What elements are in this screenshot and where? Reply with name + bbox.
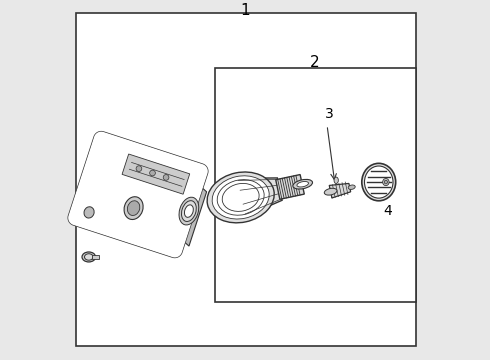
Ellipse shape xyxy=(293,179,313,189)
Bar xyxy=(92,255,99,259)
Polygon shape xyxy=(69,132,207,257)
Ellipse shape xyxy=(362,163,396,201)
Polygon shape xyxy=(329,184,351,198)
Polygon shape xyxy=(77,141,198,248)
Circle shape xyxy=(163,175,169,180)
Text: 1: 1 xyxy=(240,3,250,18)
Text: 4: 4 xyxy=(383,204,392,217)
Ellipse shape xyxy=(384,180,388,184)
Ellipse shape xyxy=(82,252,96,262)
Text: 2: 2 xyxy=(310,55,319,70)
Ellipse shape xyxy=(84,254,93,260)
Ellipse shape xyxy=(184,205,194,217)
Polygon shape xyxy=(276,175,304,199)
Polygon shape xyxy=(73,136,203,253)
Ellipse shape xyxy=(365,166,393,198)
Polygon shape xyxy=(180,184,207,246)
Polygon shape xyxy=(88,223,171,255)
Polygon shape xyxy=(77,141,198,248)
Circle shape xyxy=(136,166,142,171)
Ellipse shape xyxy=(127,201,140,216)
Ellipse shape xyxy=(181,201,196,221)
Ellipse shape xyxy=(297,181,309,187)
Ellipse shape xyxy=(222,184,259,211)
Ellipse shape xyxy=(84,207,94,218)
Ellipse shape xyxy=(348,185,355,189)
Bar xyxy=(215,68,416,302)
Ellipse shape xyxy=(383,179,389,186)
Text: 3: 3 xyxy=(324,107,333,121)
Ellipse shape xyxy=(212,176,269,219)
Polygon shape xyxy=(74,137,203,252)
Ellipse shape xyxy=(225,195,237,203)
Polygon shape xyxy=(237,178,282,217)
Polygon shape xyxy=(122,154,190,194)
Circle shape xyxy=(149,170,155,176)
Ellipse shape xyxy=(124,197,143,220)
Ellipse shape xyxy=(217,180,264,215)
Ellipse shape xyxy=(179,197,199,225)
Ellipse shape xyxy=(324,188,337,195)
Polygon shape xyxy=(68,131,208,258)
Ellipse shape xyxy=(334,177,338,184)
Ellipse shape xyxy=(207,172,274,223)
